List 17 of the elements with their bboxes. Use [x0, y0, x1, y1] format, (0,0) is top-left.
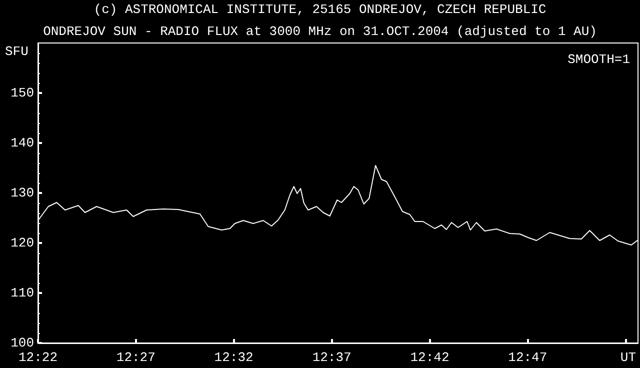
y-tick-label: 140: [10, 136, 34, 150]
x-tick-label: 12:42: [410, 350, 450, 365]
x-tick-label: 12:37: [312, 350, 352, 365]
x-tick-label: 12:47: [508, 350, 548, 365]
x-tick-label: 12:27: [116, 350, 156, 365]
x-tick-label: 12:22: [18, 350, 58, 365]
y-axis-title: SFU: [5, 44, 28, 59]
x-axis-title: UT: [620, 350, 636, 365]
y-tick-label: 110: [10, 286, 34, 300]
y-tick-label: 130: [10, 186, 34, 200]
annotation: SMOOTH=1: [568, 52, 630, 67]
y-tick-label: 150: [10, 86, 34, 100]
chart-title: ONDREJOV SUN - RADIO FLUX at 3000 MHz on 31.OCT.2004 (adjusted to 1 AU): [43, 24, 597, 39]
x-tick-label: 12:32: [214, 350, 254, 365]
y-tick-label: 120: [10, 236, 34, 250]
chart-subtitle: (c) ASTRONOMICAL INSTITUTE, 25165 ONDREJOV, CZECH REPUBLIC: [94, 2, 546, 17]
y-tick-label: 100: [10, 336, 34, 350]
